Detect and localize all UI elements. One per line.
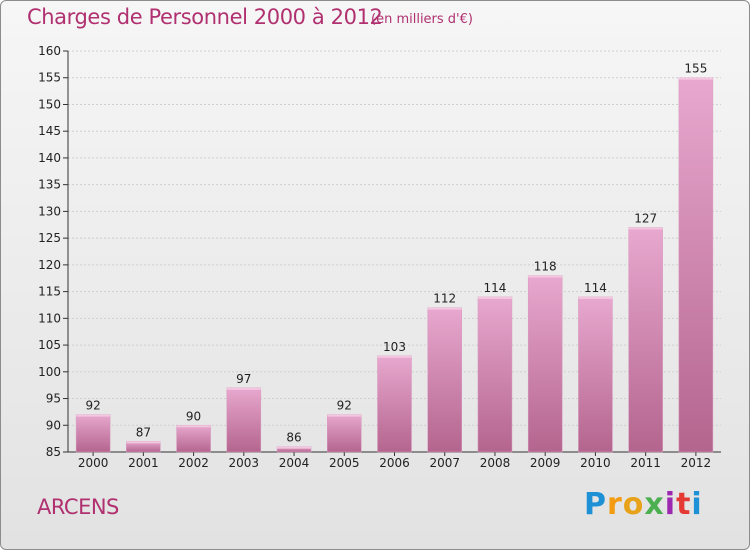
data-label: 114: [484, 281, 507, 295]
x-tick-label: 2009: [530, 456, 561, 470]
data-label: 127: [634, 211, 657, 225]
bar-top-highlight: [377, 355, 412, 358]
x-tick-label: 2007: [429, 456, 460, 470]
x-tick-label: 2004: [279, 456, 310, 470]
data-label: 118: [534, 260, 557, 274]
data-label: 97: [236, 372, 251, 386]
y-tick-label: 135: [38, 178, 61, 192]
data-labels: 92 87 90 97 86 92 103 112 114 118 114 127 155: [85, 62, 707, 445]
bar-top-highlight: [277, 446, 312, 449]
data-label: 90: [186, 409, 201, 423]
data-label: 155: [684, 62, 707, 76]
bar-top-highlight: [528, 275, 563, 278]
x-tick-label: 2001: [128, 456, 159, 470]
y-tick-label: 100: [38, 365, 61, 379]
bar: [477, 296, 513, 453]
x-tick-label: 2002: [178, 456, 209, 470]
bar-top-highlight: [678, 77, 713, 80]
y-tick-label: 90: [46, 418, 61, 432]
data-label: 92: [337, 399, 352, 413]
x-tick-label: 2003: [229, 456, 260, 470]
proxiti-logo: Proxiti: [584, 487, 703, 522]
x-tick-label: 2006: [379, 456, 410, 470]
bar-top-highlight: [628, 227, 663, 230]
y-tick-label: 145: [38, 124, 61, 138]
y-tick-labels: 85 90 95 100 105 110 115 120 125 130 135 140 145 150 1…: [38, 44, 61, 459]
y-tick-label: 130: [38, 204, 61, 218]
bar-top-highlight: [126, 441, 161, 444]
bar-top-highlight: [578, 296, 613, 299]
x-tick-label: 2008: [480, 456, 511, 470]
logo-letter: i: [664, 487, 677, 522]
data-label: 92: [85, 399, 100, 413]
y-tick-label: 155: [38, 71, 61, 85]
logo-letter: x: [644, 487, 665, 522]
data-label: 112: [433, 292, 456, 306]
y-tick-label: 125: [38, 231, 61, 245]
y-tick-label: 140: [38, 151, 61, 165]
y-tick-label: 160: [38, 44, 61, 58]
x-tick-label: 2000: [78, 456, 109, 470]
logo-letter: P: [584, 487, 607, 522]
logo-letter: i: [691, 487, 703, 522]
bar-top-highlight: [176, 425, 211, 428]
bar-top-highlight: [427, 307, 462, 310]
bar-top-highlight: [327, 414, 362, 417]
y-tick-label: 120: [38, 258, 61, 272]
x-tick-label: 2005: [329, 456, 360, 470]
bar: [377, 355, 412, 453]
data-label: 103: [383, 340, 406, 354]
bar: [678, 77, 714, 453]
logo-letter: o: [622, 487, 645, 522]
bar: [427, 307, 462, 453]
chart-title: Charges de Personnel 2000 à 2012: [27, 5, 383, 29]
logo-letter: t: [676, 487, 692, 522]
y-tick-label: 115: [38, 285, 61, 299]
bar: [527, 275, 563, 453]
chart-subtitle: (en milliers d'€): [371, 12, 473, 27]
bar: [578, 296, 613, 453]
x-tick-label: 2011: [630, 456, 661, 470]
x-tick-label: 2012: [681, 456, 712, 470]
town-name: ARCENS: [37, 495, 119, 519]
bar-top-highlight: [226, 387, 261, 390]
bar: [226, 387, 262, 453]
data-label: 114: [584, 281, 607, 295]
data-label: 87: [136, 425, 151, 439]
y-tick-label: 85: [46, 445, 61, 459]
bar-top-highlight: [76, 414, 111, 417]
bars: [75, 77, 714, 453]
bar-top-highlight: [477, 296, 512, 299]
y-tick-label: 95: [46, 392, 61, 406]
data-label: 86: [286, 431, 301, 445]
y-tick-label: 110: [38, 311, 61, 325]
bar: [176, 425, 211, 453]
y-tick-label: 150: [38, 97, 61, 111]
y-tick-label: 105: [38, 338, 61, 352]
logo-letter: r: [607, 487, 623, 522]
bar: [327, 414, 362, 453]
x-tick-label: 2010: [580, 456, 611, 470]
bar: [628, 227, 663, 453]
bar: [75, 414, 111, 453]
x-tick-labels: 2000 2001 2002 2003 2004 2005 2006 2007 2008 2009…: [78, 456, 711, 470]
